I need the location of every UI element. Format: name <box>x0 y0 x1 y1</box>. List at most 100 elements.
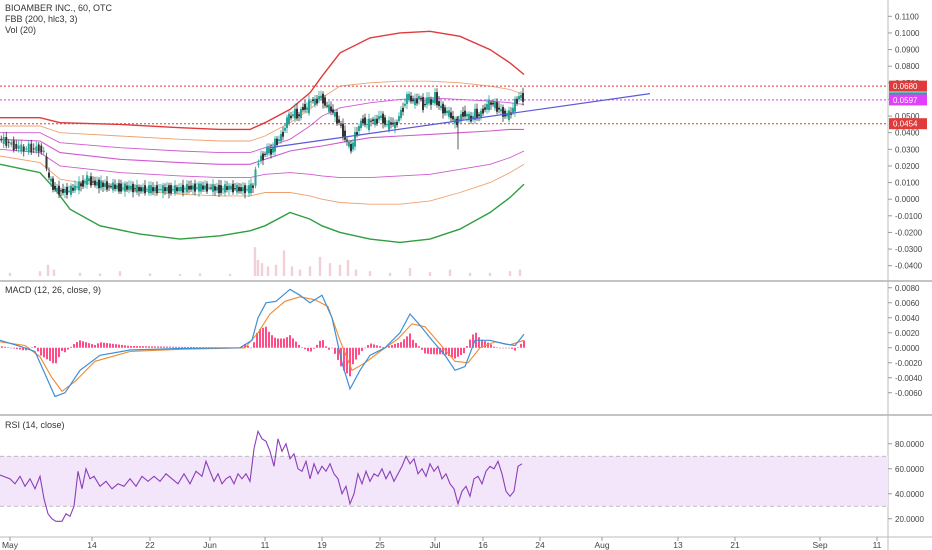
candle-body <box>464 110 466 117</box>
candle-body <box>350 143 352 152</box>
candle-body <box>310 101 312 103</box>
macd-histogram-bar <box>343 347 345 371</box>
candle-body <box>494 102 496 109</box>
candle-body <box>202 185 204 190</box>
candle-body <box>220 185 222 193</box>
candle-body <box>100 180 102 189</box>
macd-histogram-bar <box>256 332 258 348</box>
macd-histogram-bar <box>367 345 369 348</box>
macd-histogram-bar <box>274 337 276 348</box>
macd-histogram-bar <box>478 337 480 348</box>
macd-tick-label: 0.0000 <box>895 344 920 353</box>
macd-histogram-bar <box>91 344 93 348</box>
macd-histogram-bar <box>199 347 201 348</box>
macd-histogram-bar <box>151 346 153 348</box>
candle-body <box>236 184 238 193</box>
macd-histogram-bar <box>271 335 273 348</box>
macd-histogram-bar <box>436 347 438 355</box>
candle-body <box>394 122 396 129</box>
candle-body <box>248 185 250 194</box>
macd-histogram-bar <box>352 347 354 365</box>
volume-bar <box>256 260 260 276</box>
macd-histogram-bar <box>58 347 60 358</box>
candle-body <box>194 183 196 192</box>
macd-histogram-bar <box>127 345 129 348</box>
candle-body <box>124 183 126 192</box>
candle-body <box>462 112 464 117</box>
macd-histogram-bar <box>16 347 18 350</box>
candle-body <box>508 110 510 121</box>
macd-histogram-bar <box>391 345 393 348</box>
volume-bar <box>346 260 350 276</box>
macd-histogram-bar <box>334 347 336 354</box>
candle-body <box>148 185 150 194</box>
candle-body <box>54 185 56 190</box>
macd-histogram-bar <box>514 347 516 351</box>
macd-histogram-bar <box>115 344 117 348</box>
candle-body <box>516 98 518 104</box>
macd-histogram-bar <box>376 345 378 348</box>
candle-body <box>216 186 218 191</box>
macd-histogram-bar <box>79 340 81 348</box>
candle-body <box>7 141 10 143</box>
volume-bar <box>52 269 56 276</box>
macd-histogram-bar <box>502 347 504 349</box>
candle-body <box>330 106 332 112</box>
candle-body <box>92 181 94 183</box>
candle-body <box>104 183 106 187</box>
candle-body <box>78 181 80 191</box>
macd-histogram-bar <box>322 340 324 348</box>
candle-body <box>402 107 404 112</box>
macd-histogram-bar <box>175 346 177 348</box>
macd-histogram-bar <box>454 347 456 359</box>
macd-histogram-bar <box>106 343 108 348</box>
candle-body <box>192 185 194 190</box>
candle-body <box>492 102 494 105</box>
candle-body <box>292 114 294 117</box>
candle-body <box>366 124 368 126</box>
time-tick-label: Aug <box>594 540 609 550</box>
candle-body <box>88 178 90 182</box>
candle-body <box>134 188 136 190</box>
macd-histogram-bar <box>397 342 399 348</box>
candle-body <box>140 187 142 192</box>
macd-histogram-bar <box>43 347 45 358</box>
macd-histogram-bar <box>61 347 63 351</box>
candle-body <box>396 122 398 126</box>
candle-body <box>430 99 432 105</box>
macd-histogram-bar <box>451 347 453 358</box>
candle-body <box>514 98 516 112</box>
candle-body <box>354 132 356 147</box>
candle-body <box>180 186 182 192</box>
candle-body <box>130 185 132 190</box>
fbb-mid-upper-line <box>0 97 525 154</box>
candle-body <box>150 185 152 194</box>
candle-body <box>288 113 290 124</box>
candle-body <box>370 120 372 122</box>
macd-histogram-bar <box>481 339 483 348</box>
time-tick-label: 21 <box>730 540 740 550</box>
candle-body <box>122 187 124 189</box>
candle-body <box>154 187 156 192</box>
candle-body <box>212 184 214 192</box>
macd-histogram-bar <box>187 346 189 348</box>
volume-bar <box>328 263 332 276</box>
macd-histogram-bar <box>208 347 210 348</box>
candle-body <box>466 114 468 117</box>
candle-body <box>504 110 506 117</box>
candle-body <box>442 103 444 114</box>
macd-histogram-bar <box>448 347 450 357</box>
candle-body <box>15 143 18 149</box>
volume-bar <box>46 264 50 276</box>
macd-histogram-bar <box>253 342 255 348</box>
macd-histogram-bar <box>313 347 315 349</box>
fbb-mid-lower-line <box>0 148 525 179</box>
candle-body <box>468 113 470 121</box>
candle-body <box>500 109 502 112</box>
candle-body <box>340 124 342 126</box>
macd-histogram-bar <box>277 338 279 348</box>
candle-body <box>522 92 524 102</box>
candle-body <box>264 153 266 155</box>
macd-histogram-bar <box>76 342 78 348</box>
candle-body <box>334 112 336 117</box>
